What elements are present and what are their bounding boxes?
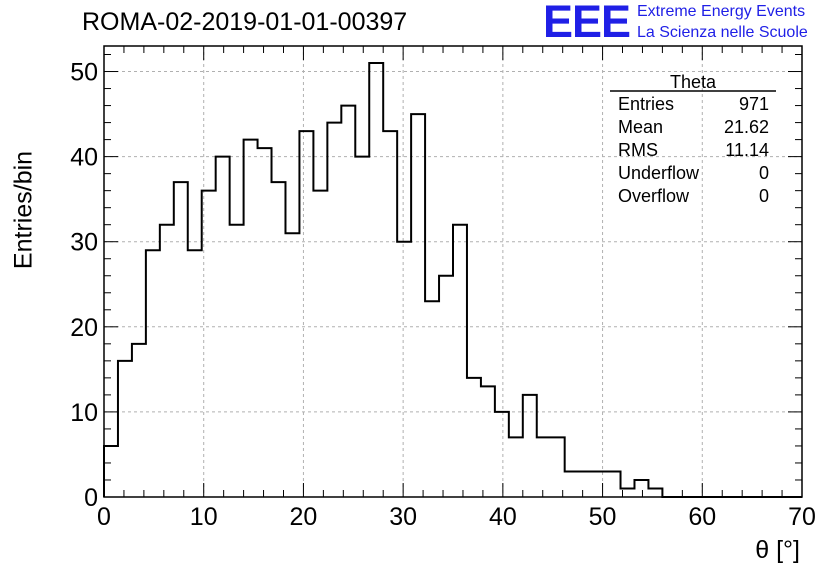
stats-row-label: Entries — [618, 94, 674, 114]
x-tick-label: 0 — [97, 503, 111, 531]
x-tick-label: 60 — [688, 503, 716, 531]
histogram-line — [103, 62, 802, 498]
y-tick-label: 40 — [70, 144, 98, 172]
x-tick-label: 40 — [489, 503, 517, 531]
y-tick-label: 50 — [70, 59, 98, 87]
x-tick-label: 50 — [589, 503, 617, 531]
stats-name: Theta — [670, 72, 717, 92]
x-tick-label: 70 — [788, 503, 816, 531]
stats-row-value: 11.14 — [725, 140, 769, 160]
stats-row-value: 0 — [759, 163, 769, 183]
stats-row-label: Overflow — [618, 186, 690, 206]
y-tick-label: 10 — [70, 399, 98, 427]
stats-row-value: 0 — [759, 186, 769, 206]
stats-row-label: Mean — [618, 117, 663, 137]
x-axis-title: θ [°] — [755, 536, 800, 564]
chart-title: ROMA-02-2019-01-01-00397 — [82, 8, 408, 36]
stats-row-label: RMS — [618, 140, 658, 160]
plot-frame — [103, 45, 803, 498]
y-tick-label: 30 — [70, 229, 98, 257]
x-tick-label: 20 — [290, 503, 318, 531]
stats-row-value: 21.62 — [724, 117, 769, 137]
stats-row-value: 971 — [739, 94, 769, 114]
y-tick-label: 0 — [84, 484, 98, 512]
x-tick-label: 10 — [190, 503, 218, 531]
x-tick-label: 30 — [389, 503, 417, 531]
y-tick-label: 20 — [70, 314, 98, 342]
eee-logo: EEE — [543, 0, 631, 47]
logo-tagline-1: Extreme Energy Events — [637, 3, 806, 20]
stats-row-label: Underflow — [618, 163, 700, 183]
logo-tagline-2: La Scienza nelle Scuole — [637, 24, 808, 41]
